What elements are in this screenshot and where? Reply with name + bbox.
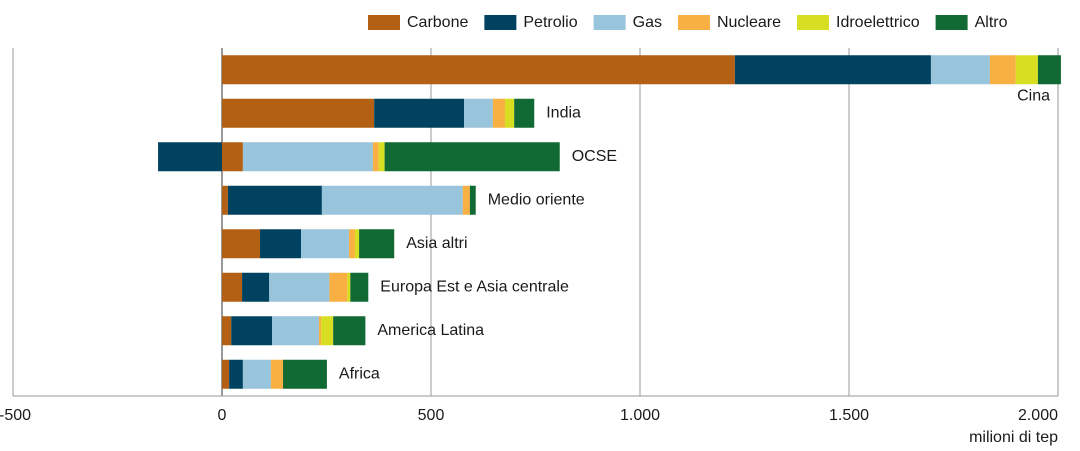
bar-segment [222,98,375,128]
bar-segment [242,142,373,172]
category-label: Africa [339,365,380,382]
category-label: America Latina [377,322,484,339]
bar-segment [384,142,560,172]
bar-segment [347,272,351,302]
bar-segment [222,55,735,85]
bar-segment [260,229,302,259]
bar-segment [242,272,270,302]
bar-segment [462,185,470,215]
x-tick-label: -500 [0,407,31,424]
bar-segment [504,98,515,128]
legend-swatch [677,15,710,30]
legend-swatch [797,15,829,30]
bar-segment [378,142,385,172]
bar-segment [734,55,931,85]
legend-swatch [593,15,626,30]
bar-segment [222,359,230,389]
category-label: Europa Est e Asia centrale [380,278,569,295]
bar-segment [269,272,330,302]
bar-segment [222,272,243,302]
x-tick-label: 1.500 [829,407,869,424]
legend-swatch [368,15,400,30]
bar-segment [329,272,348,302]
bar-segment [272,316,319,346]
bar-segment [270,359,284,389]
category-label: Asia altri [406,235,467,252]
bar-segment [321,185,463,215]
legend-label: Petrolio [523,14,577,31]
bar-segment [158,142,222,172]
bar-segment [354,229,360,259]
bar-segment [464,98,493,128]
legend-label: Idroelettrico [836,14,920,31]
bar-segment [1015,55,1038,85]
legend-swatch [935,15,968,30]
bar-segment [359,229,395,259]
bar-segment [222,229,261,259]
bar-segment [492,98,505,128]
bar-segment [318,316,322,346]
bar-segment [930,55,990,85]
category-label: India [546,104,581,121]
bar-segment [229,359,243,389]
category-label: OCSE [572,148,617,165]
bar-segment [350,272,369,302]
category-label: Cina [1017,87,1050,104]
bar-segment [222,316,232,346]
bar-segment [333,316,366,346]
legend-label: Altro [975,14,1008,31]
legend-label: Nucleare [717,14,781,31]
bar-segment [301,229,350,259]
bar-segment [222,142,243,172]
bar-segment [349,229,355,259]
bar-segment [227,185,322,215]
bar-segment [283,359,327,389]
bar-segment [989,55,1016,85]
bar-segment [1037,55,1061,85]
bar-segment [374,98,465,128]
legend-label: Carbone [407,14,468,31]
bar-segment [222,185,228,215]
x-tick-label: 500 [418,407,445,424]
bar-segment [242,359,271,389]
bar-segment [372,142,379,172]
category-label: Medio oriente [488,191,585,208]
legend-label: Gas [633,14,662,31]
x-axis-label: milioni di tep [969,429,1058,446]
bar-segment [514,98,535,128]
bar-segment [231,316,273,346]
bar-segment [469,185,476,215]
x-tick-label: 0 [218,407,227,424]
bar-segment [321,316,334,346]
legend-swatch [484,15,517,30]
x-tick-label: 2.000 [1018,407,1058,424]
x-tick-label: 1.000 [620,407,660,424]
